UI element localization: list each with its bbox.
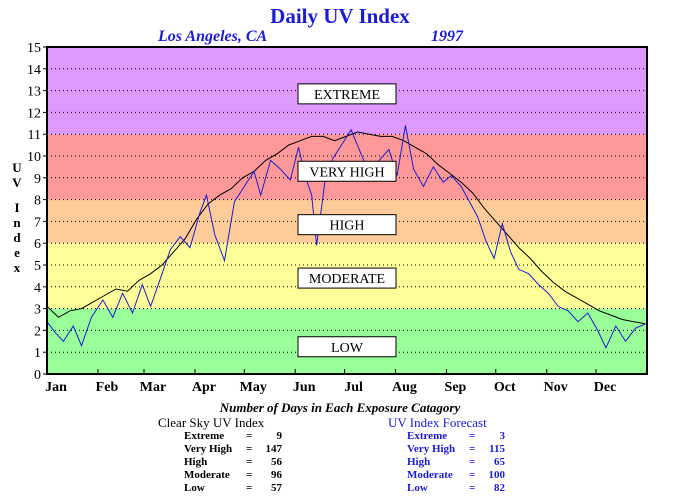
plot-frame [46,46,648,375]
clear-sky-stats: Clear Sky UV Index Extreme = 9 Very High = 14… [158,416,282,495]
y-tick-label: 8 [34,194,41,209]
clear-sky-value: 57 [271,482,282,494]
clear-sky-label: High [184,456,208,468]
clear-sky-equals: = [246,430,253,442]
forecast-value: 65 [494,456,505,468]
clear-sky-row: Low = 57 [158,482,282,495]
clear-sky-value: 96 [271,469,282,481]
y-axis-label-char: e [14,245,20,260]
clear-sky-row: Extreme = 9 [158,430,282,443]
clear-sky-equals: = [246,456,253,468]
forecast-label: Low [407,482,428,494]
clear-sky-row: Moderate = 96 [158,469,282,482]
band-label-box-high [297,214,397,236]
clear-sky-equals: = [246,482,253,494]
y-tick-label: 13 [27,85,41,100]
forecast-title: UV Index Forecast [388,415,487,430]
y-tick-label: 7 [34,215,41,230]
band-label-box-very-high [297,160,397,182]
forecast-label: Moderate [407,469,453,481]
x-tick-label: Jul [344,380,363,395]
clear-sky-label: Moderate [184,469,230,481]
y-axis-label-char: x [14,260,21,275]
chart-subtitle-year: 1997 [431,28,464,45]
clear-sky-equals: = [246,443,253,455]
clear-sky-value: 56 [271,456,282,468]
band-label-high: HIGH [330,219,365,234]
x-tick-label: Mar [140,380,166,395]
forecast-label: Very High [407,443,456,455]
clear-sky-equals: = [246,469,253,481]
forecast-row: Very High = 115 [388,443,505,456]
forecast-row: Moderate = 100 [388,469,505,482]
x-tick-label: Nov [544,380,568,395]
forecast-value: 115 [489,443,505,455]
band-label-box-low [297,336,397,358]
forecast-equals: = [469,482,476,494]
y-tick-label: 12 [27,106,41,121]
clear-sky-label: Very High [184,443,233,455]
chart-subtitle-location: Los Angeles, CA [157,28,268,45]
x-tick-label: Jan [45,380,67,395]
band-label-box-extreme [297,83,397,105]
y-tick-label: 4 [34,281,41,296]
y-tick-label: 0 [34,368,41,383]
y-tick-label: 11 [28,128,41,143]
y-tick-label: 3 [34,303,41,318]
clear-sky-value: 9 [276,430,283,442]
forecast-value: 3 [499,430,506,442]
y-axis-label-char: U [12,160,22,175]
x-tick-label: Jun [293,380,316,395]
forecast-label: High [407,456,431,468]
forecast-label: Extreme [407,430,448,442]
y-axis-label-char: d [13,230,21,245]
y-tick-label: 1 [34,346,41,361]
forecast-value: 100 [488,469,506,481]
y-axis-label-char: V [12,175,22,190]
x-tick-label: May [240,380,267,395]
y-axis-label-char: I [14,200,19,215]
y-tick-label: 9 [34,172,41,187]
forecast-value: 82 [494,482,505,494]
forecast-row: Low = 82 [388,482,505,495]
clear-sky-title: Clear Sky UV Index [158,415,265,430]
y-tick-label: 5 [34,259,41,274]
y-tick-label: 6 [34,237,41,252]
clear-sky-row: High = 56 [158,456,282,469]
band-label-moderate: MODERATE [309,272,385,287]
x-tick-label: Feb [96,380,119,395]
clear-sky-row: Very High = 147 [158,443,282,456]
x-tick-label: Sep [445,380,467,395]
clear-sky-label: Extreme [184,430,225,442]
clear-sky-series-line [46,131,646,325]
y-tick-label: 2 [34,324,41,339]
forecast-series-line [46,125,646,349]
y-axis-label-char: n [13,215,21,230]
x-tick-label: Aug [392,380,417,395]
x-tick-label: Dec [594,380,617,395]
band-label-box-moderate [297,267,397,289]
band-label-very-high: VERY HIGH [309,165,384,180]
chart-title: Daily UV Index [270,4,410,28]
forecast-row: Extreme = 3 [388,430,505,443]
clear-sky-value: 147 [265,443,283,455]
forecast-equals: = [469,456,476,468]
band-label-low: LOW [331,341,364,356]
y-tick-label: 10 [27,150,41,165]
forecast-equals: = [469,443,476,455]
forecast-equals: = [469,469,476,481]
forecast-row: High = 65 [388,456,505,469]
clear-sky-label: Low [184,482,205,494]
forecast-equals: = [469,430,476,442]
forecast-stats: UV Index Forecast Extreme = 3 Very High = 115… [388,416,505,495]
y-tick-label: 14 [27,63,41,78]
days-caption: Number of Days in Each Exposure Catagory [219,400,461,415]
band-label-extreme: EXTREME [314,88,380,103]
x-tick-label: Apr [192,380,216,395]
x-tick-label: Oct [494,380,516,395]
y-tick-label: 15 [27,41,41,56]
